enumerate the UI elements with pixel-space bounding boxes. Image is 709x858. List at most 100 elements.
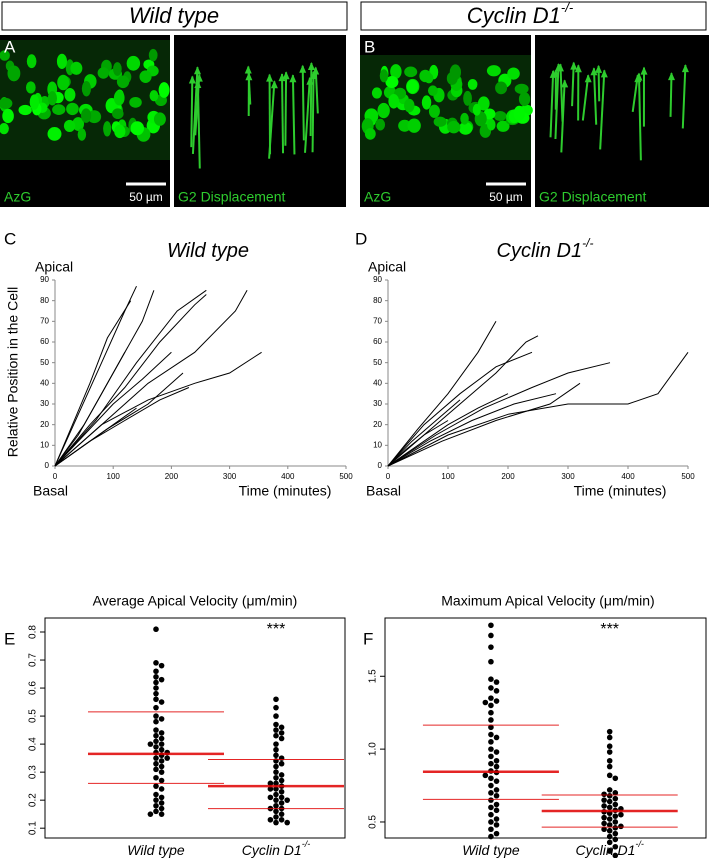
data-point [158, 800, 165, 806]
arrow-head [188, 75, 196, 84]
stain-label: AzG [364, 189, 391, 205]
data-point [488, 775, 494, 782]
trace [387, 382, 581, 467]
y-tick-label: 10 [373, 440, 382, 449]
arrow-head [266, 73, 274, 82]
plot-frame [44, 617, 346, 839]
nucleus [7, 65, 21, 82]
data-point [606, 749, 613, 755]
arrow-head [289, 74, 297, 83]
arrow-head [195, 73, 203, 82]
arrow-head [307, 62, 315, 71]
data-point [273, 696, 279, 703]
displacement-arrow [309, 63, 313, 137]
data-point [493, 679, 500, 685]
y-tick-label: 0.7 [28, 653, 39, 667]
data-point [612, 819, 619, 825]
nucleus [64, 88, 76, 102]
data-point [606, 822, 613, 828]
category-sup: -/- [635, 839, 644, 849]
data-point [273, 732, 279, 739]
data-point [267, 794, 274, 801]
nucleus [56, 53, 67, 69]
nucleus [364, 128, 376, 140]
data-point [153, 766, 159, 773]
nucleus [433, 116, 447, 127]
data-point [158, 730, 165, 736]
nucleus [447, 120, 461, 134]
data-point [164, 755, 170, 761]
data-point [493, 787, 500, 793]
nucleus [2, 108, 14, 124]
nucleus [371, 87, 382, 99]
data-point [284, 797, 291, 803]
apical-label: Apical [368, 259, 406, 275]
data-point [612, 843, 619, 850]
data-point [488, 804, 494, 811]
displacement-arrow [304, 77, 311, 153]
basal-label: Basal [366, 483, 401, 499]
nucleus [57, 74, 70, 91]
displacement-arrow [559, 64, 564, 122]
trace [387, 362, 611, 467]
nucleus [419, 69, 432, 83]
trace [54, 387, 190, 467]
trace [54, 285, 137, 467]
nucleus [26, 54, 37, 69]
data-point [147, 741, 154, 747]
nucleus [514, 83, 529, 95]
arrow-head [555, 63, 563, 72]
data-point [153, 704, 159, 711]
trace [387, 352, 689, 467]
arrow-head [574, 64, 582, 73]
nucleus [487, 118, 496, 131]
data-point [278, 724, 285, 731]
data-point [488, 717, 494, 723]
data-point [153, 727, 159, 733]
scale-label: 50 µm [489, 190, 523, 204]
data-point [153, 738, 159, 745]
displacement-panel [174, 35, 346, 207]
data-point [278, 755, 285, 761]
y-tick-label: 0 [378, 461, 383, 470]
data-point [153, 760, 159, 767]
data-point [488, 746, 494, 752]
x-tick-label: 200 [165, 472, 179, 481]
data-point [158, 676, 165, 683]
panel-label: B [364, 37, 375, 56]
data-point [153, 783, 159, 789]
y-tick-label: 60 [40, 337, 49, 346]
arrow-head [570, 61, 578, 70]
title-sup: -/- [582, 236, 593, 250]
panel-label: A [4, 37, 16, 56]
x-tick-label: 0 [386, 472, 391, 481]
data-point [493, 801, 500, 808]
data-point [493, 830, 500, 837]
nucleus [472, 103, 481, 116]
data-point [606, 772, 613, 779]
y-tick-label: 40 [40, 378, 49, 387]
overlay-label: G2 Displacement [539, 189, 646, 205]
nucleus [103, 121, 112, 137]
data-point [488, 731, 494, 738]
data-point [153, 626, 159, 633]
data-point [278, 735, 285, 742]
nucleus [427, 85, 438, 96]
category-text: Cyclin D1 [575, 842, 635, 858]
data-point [153, 696, 159, 703]
displacement-arrow [314, 67, 319, 114]
nucleus [463, 90, 472, 106]
data-point [153, 685, 159, 691]
nucleus [377, 102, 390, 119]
significance: *** [600, 621, 619, 638]
data-point [278, 816, 285, 823]
trace [54, 289, 207, 467]
data-point [606, 743, 613, 750]
y-axis-title: Relative Position in the Cell [5, 287, 21, 457]
trace [54, 300, 132, 467]
data-point [488, 632, 494, 639]
data-point [606, 792, 613, 799]
data-point [601, 820, 607, 827]
data-point [273, 713, 279, 719]
